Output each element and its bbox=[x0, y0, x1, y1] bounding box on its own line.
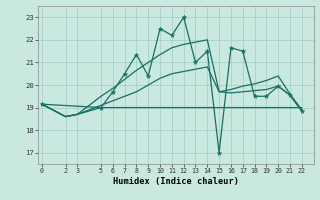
X-axis label: Humidex (Indice chaleur): Humidex (Indice chaleur) bbox=[113, 177, 239, 186]
